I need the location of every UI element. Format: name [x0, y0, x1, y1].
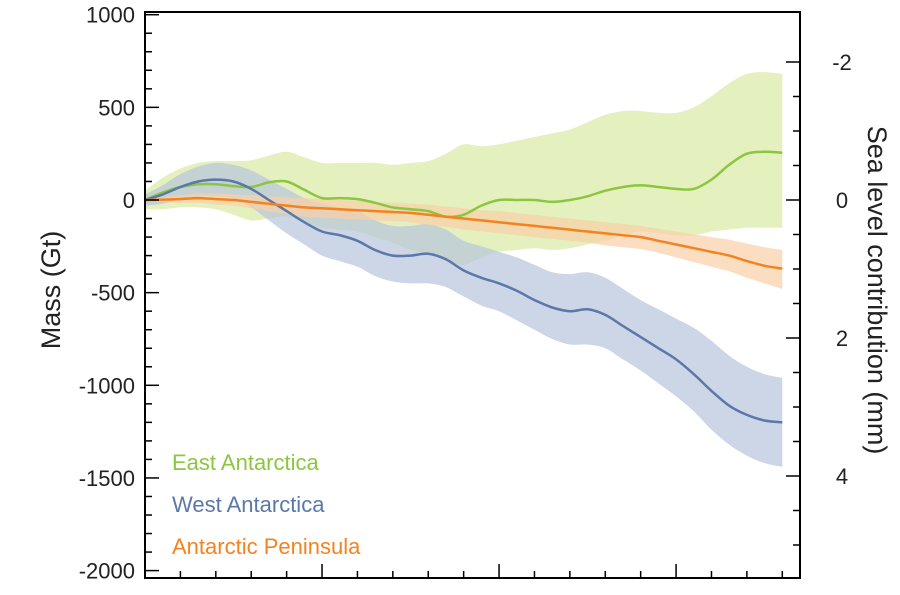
legend-entry-west-antarctica: West Antarctica [172, 492, 325, 517]
left-axis-ticks: 1000 500 0 -500 -1000 -1500 -2000 [79, 3, 159, 584]
left-tick-label: -500 [91, 281, 135, 306]
right-axis-ticks: -2 0 2 4 [786, 50, 852, 546]
left-tick-label: -2000 [79, 559, 135, 584]
legend-entry-east-antarctica: East Antarctica [172, 450, 320, 475]
left-tick-label: 1000 [86, 3, 135, 28]
line-west-antarctica [144, 178, 783, 424]
legend: East Antarctica West Antarctica Antarcti… [172, 450, 361, 559]
line-east-antarctica [144, 150, 783, 219]
y-axis-left-title: Mass (Gt) [36, 231, 66, 350]
x-axis-ticks [144, 564, 784, 578]
legend-entry-antarctic-peninsula: Antarctic Peninsula [172, 534, 361, 559]
right-tick-label: 4 [836, 464, 848, 489]
band-west-antarctica [145, 162, 783, 467]
left-tick-label: 0 [123, 188, 135, 213]
right-tick-label: 0 [836, 188, 848, 213]
y-axis-right-title: Sea level contribution (mm) [862, 126, 892, 455]
left-tick-label: 500 [98, 95, 135, 120]
series-lines [144, 150, 783, 424]
left-tick-label: -1500 [79, 466, 135, 491]
axes [144, 11, 801, 579]
left-tick-label: -1000 [79, 373, 135, 398]
right-tick-label: -2 [832, 50, 852, 75]
right-tick-label: 2 [836, 326, 848, 351]
plot-frame [144, 11, 801, 579]
line-antarctic-peninsula [144, 196, 783, 270]
